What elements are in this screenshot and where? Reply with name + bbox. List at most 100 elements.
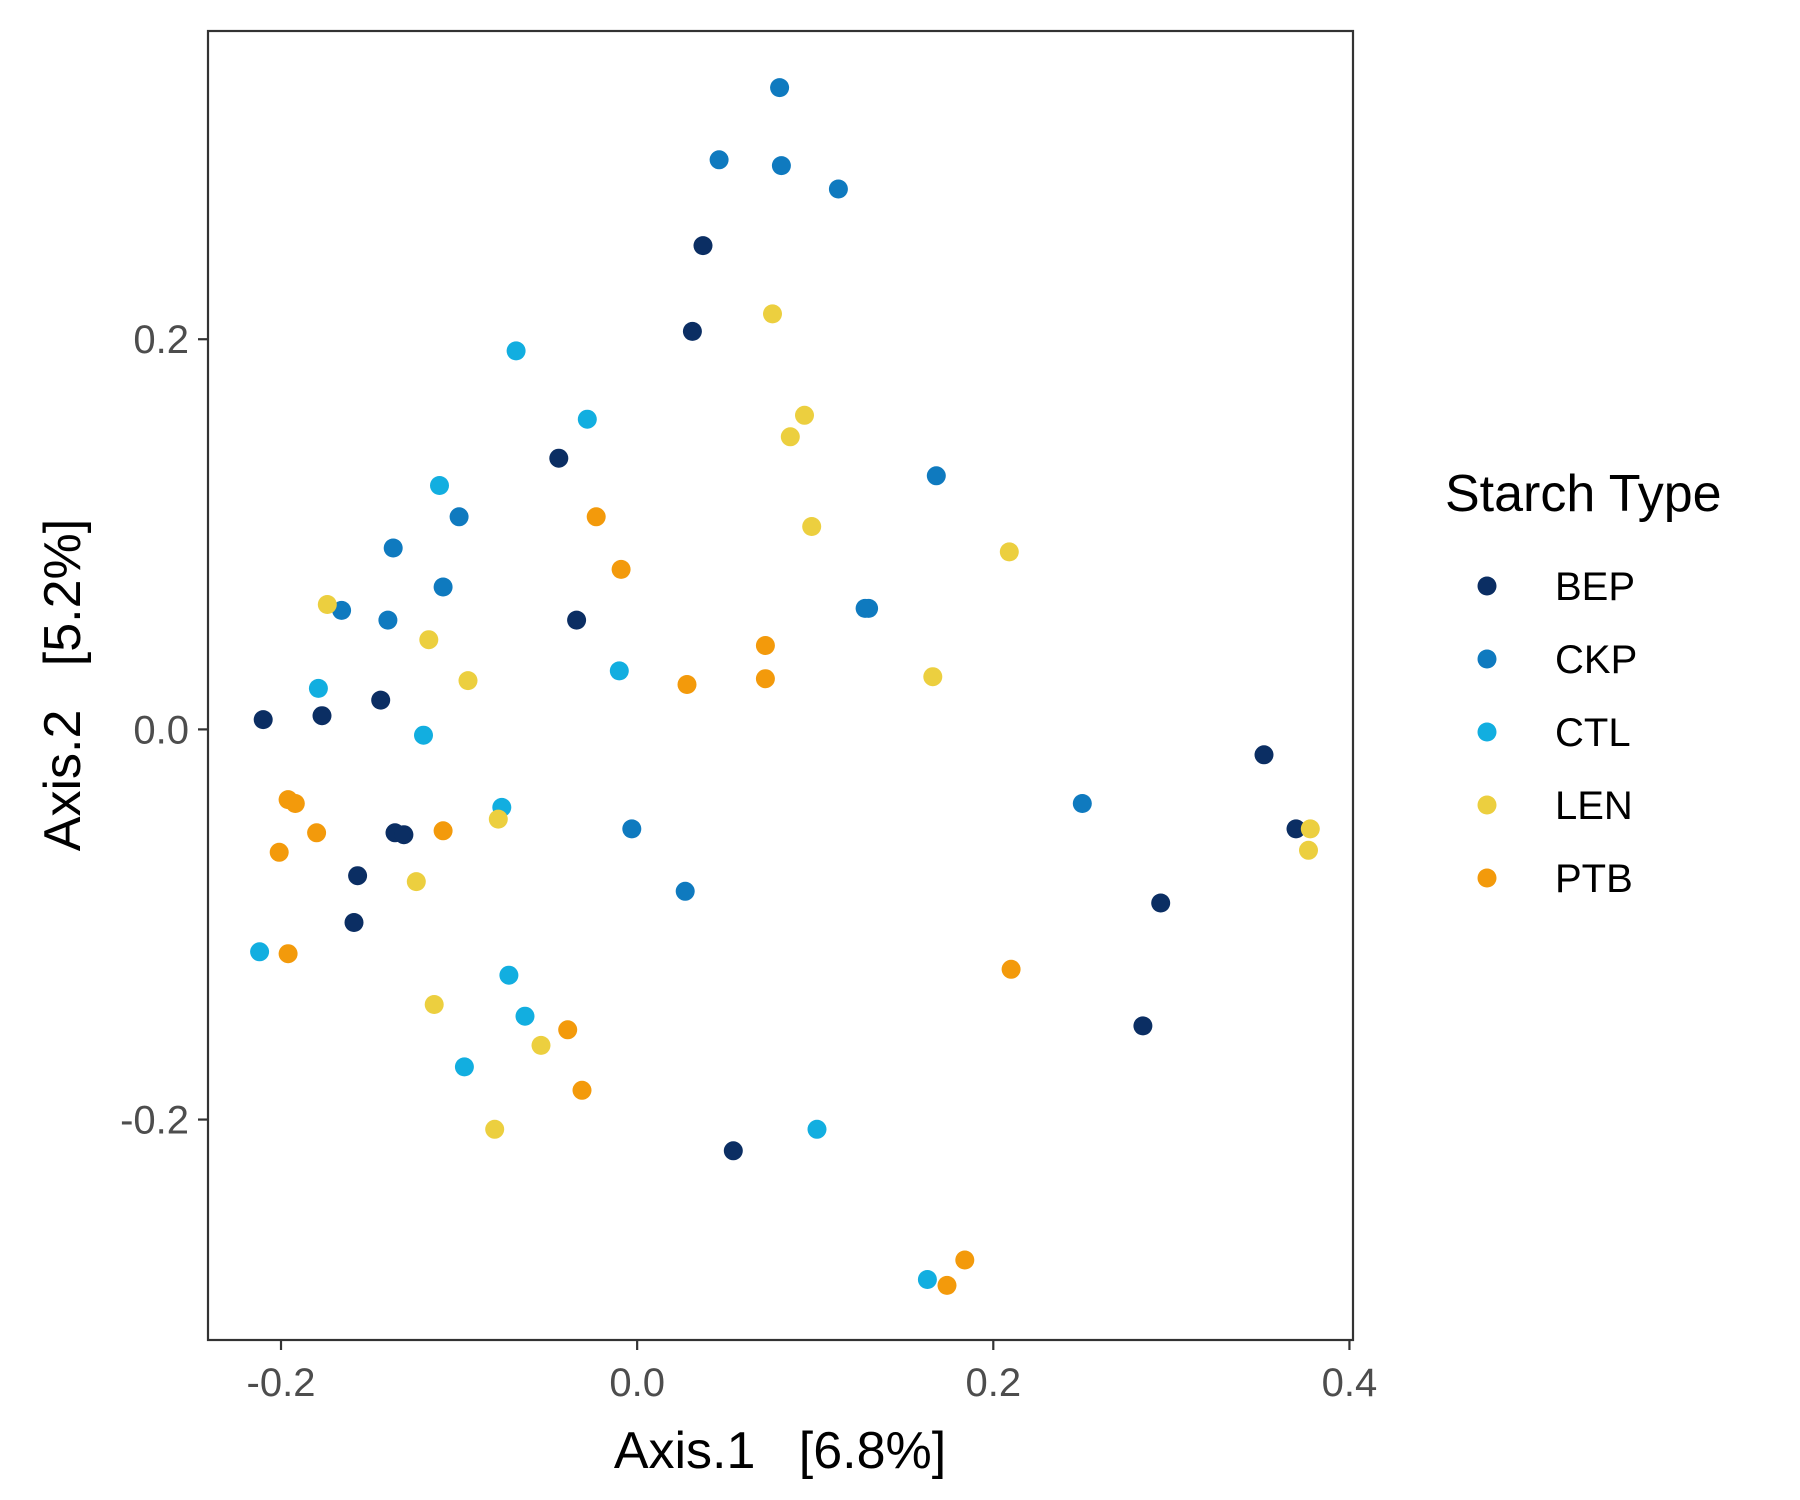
data-point-ctl-9	[499, 965, 519, 985]
data-point-ctl-6	[609, 661, 629, 681]
data-point-len-12	[424, 995, 444, 1014]
legend-label-ckp: CKP	[1555, 638, 1637, 682]
data-point-ckp-5	[926, 466, 946, 486]
x-tick-label: 0.2	[965, 1361, 1021, 1405]
data-points	[250, 78, 1320, 1295]
data-point-ptb-16	[937, 1275, 957, 1295]
data-point-bep-16	[1286, 819, 1306, 839]
data-point-ctl-10	[515, 1006, 535, 1026]
data-point-ckp-14	[378, 610, 398, 630]
legend-key-ptb	[1477, 868, 1497, 888]
data-point-len-1	[763, 304, 782, 324]
data-point-ckp-10	[675, 881, 695, 901]
data-point-len-3	[780, 427, 800, 447]
data-point-ctl-11	[454, 1057, 474, 1077]
y-axis-ticks: -0.2 0.0 0.2	[120, 318, 208, 1143]
legend-label-bep: BEP	[1555, 565, 1635, 609]
data-point-ptb-3	[677, 675, 697, 694]
y-tick-label: -0.2	[120, 1099, 189, 1143]
data-point-ckp-1	[770, 78, 790, 98]
legend-label-ptb: PTB	[1555, 857, 1633, 901]
data-point-bep-15	[1254, 745, 1274, 765]
data-point-bep-8	[549, 448, 569, 468]
data-point-len-4	[802, 517, 822, 536]
data-point-bep-12	[723, 1141, 743, 1161]
data-point-len-13	[531, 1035, 551, 1055]
legend-key-ctl	[1477, 722, 1497, 742]
data-point-len-11	[406, 872, 426, 892]
legend-label-ctl: CTL	[1555, 711, 1631, 755]
data-point-bep-9	[567, 610, 587, 630]
data-point-ptb-4	[755, 636, 775, 655]
data-point-ckp-7	[859, 598, 879, 618]
data-point-ptb-12	[558, 1020, 578, 1040]
plot-panel-background	[208, 31, 1353, 1340]
data-point-bep-7	[394, 825, 414, 845]
data-point-len-10	[488, 809, 508, 829]
data-point-len-9	[458, 671, 478, 691]
data-point-ptb-8	[307, 823, 327, 843]
data-point-len-8	[419, 630, 439, 650]
data-point-ckp-4	[828, 179, 848, 199]
y-tick-label: 0.0	[133, 708, 189, 752]
data-point-bep-11	[693, 236, 713, 256]
plot-panel-border	[206, 29, 1355, 1342]
legend-items: BEP CKP CTL LEN PTB	[1477, 565, 1637, 901]
data-point-ptb-1	[586, 507, 606, 527]
x-axis-ticks: -0.2 0.0 0.2 0.4	[247, 1340, 1378, 1405]
data-point-ckp-15	[332, 600, 352, 620]
y-axis-title: Axis.2 [5.2%]	[34, 519, 92, 851]
data-point-ptb-9	[269, 842, 289, 862]
data-point-ckp-3	[771, 156, 791, 176]
data-point-ctl-1	[506, 341, 526, 361]
data-point-ckp-11	[449, 507, 469, 527]
x-tick-label: 0.0	[609, 1361, 665, 1405]
data-point-ckp-13	[433, 577, 453, 597]
data-point-ptb-11	[278, 944, 298, 964]
data-point-bep-1	[253, 710, 273, 730]
x-axis-title: Axis.1 [6.8%]	[614, 1422, 946, 1480]
data-point-ptb-7	[285, 794, 305, 813]
data-point-len-7	[317, 595, 337, 614]
data-point-len-6	[923, 667, 943, 687]
data-point-ctl-3	[430, 476, 449, 495]
legend-title: Starch Type	[1445, 465, 1722, 523]
data-point-ctl-5	[414, 725, 433, 745]
data-point-len-16	[1299, 840, 1318, 860]
data-point-bep-2	[312, 706, 332, 726]
x-tick-label: -0.2	[247, 1361, 316, 1405]
data-point-ctl-4	[308, 678, 328, 698]
legend-label-len: LEN	[1555, 784, 1633, 828]
data-point-ptb-5	[755, 669, 775, 689]
data-point-ptb-2	[611, 559, 631, 579]
data-point-bep-3	[371, 690, 391, 710]
data-point-bep-10	[682, 321, 702, 341]
data-point-ctl-12	[807, 1119, 827, 1139]
legend: Starch Type BEP CKP CTL LEN PTB	[1445, 465, 1722, 901]
data-point-len-14	[485, 1119, 505, 1139]
legend-key-ckp	[1477, 649, 1497, 669]
data-point-len-15	[1300, 819, 1320, 839]
legend-key-bep	[1477, 576, 1497, 596]
y-tick-label: 0.2	[133, 318, 189, 362]
legend-key-len	[1477, 795, 1497, 815]
data-point-bep-13	[1151, 893, 1171, 913]
data-point-ckp-12	[383, 538, 403, 558]
data-point-bep-14	[1133, 1016, 1153, 1036]
data-point-ckp-8	[1072, 794, 1092, 813]
data-point-bep-5	[344, 913, 364, 932]
data-point-ctl-13	[917, 1270, 937, 1289]
data-point-len-2	[795, 405, 814, 425]
data-point-ctl-2	[577, 409, 597, 429]
data-point-ptb-10	[433, 821, 453, 841]
data-point-bep-4	[348, 866, 368, 886]
x-tick-label: 0.4	[1322, 1361, 1378, 1405]
data-point-ckp-9	[622, 819, 642, 839]
data-point-ptb-13	[572, 1080, 592, 1100]
data-point-ckp-2	[709, 150, 729, 170]
data-point-len-5	[999, 542, 1019, 562]
data-point-ptb-15	[955, 1250, 975, 1270]
data-point-ctl-8	[250, 942, 270, 962]
data-point-ptb-14	[1001, 959, 1021, 979]
